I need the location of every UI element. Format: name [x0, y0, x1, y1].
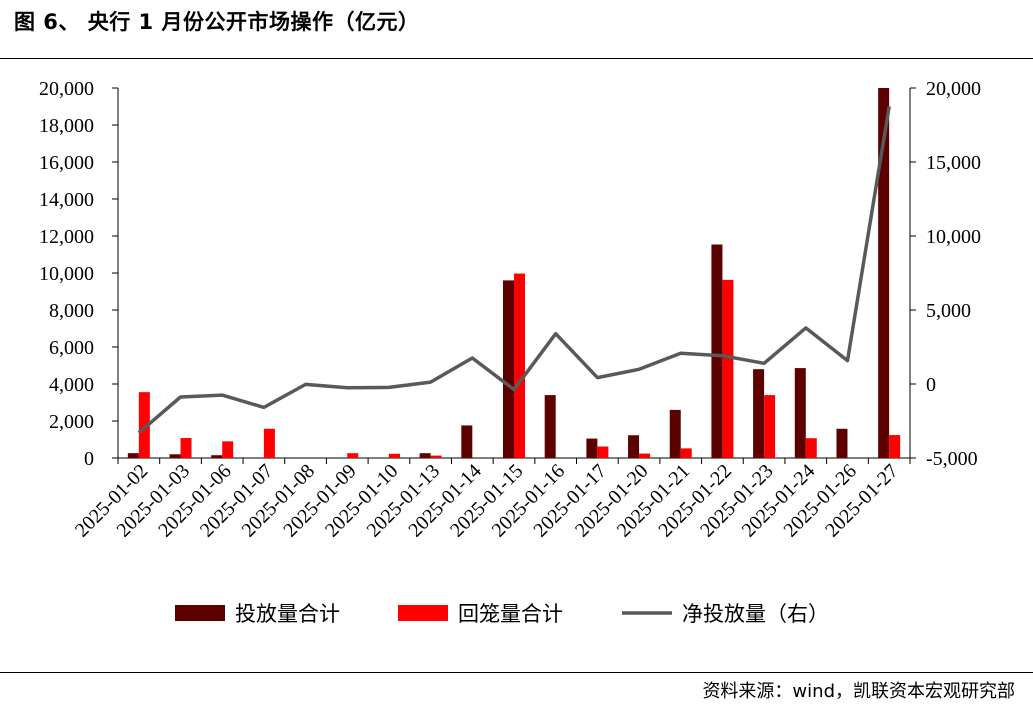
- bar-series-2: [263, 428, 275, 458]
- y-right-tick-label: 10,000: [926, 226, 981, 248]
- bar-series-2: [639, 453, 651, 458]
- y-left-tick-label: 18,000: [39, 115, 94, 137]
- bar-series-1: [419, 453, 431, 458]
- y-left-tick-label: 10,000: [39, 263, 94, 285]
- bar-series-2: [805, 438, 817, 458]
- bar-series-2: [138, 392, 150, 458]
- bar-series-1: [836, 428, 848, 458]
- bar-series-1: [461, 425, 473, 458]
- bar-series-1: [753, 369, 765, 458]
- bar-series-2: [722, 279, 734, 458]
- y-left-tick-label: 12,000: [39, 226, 94, 248]
- bar-series-1: [169, 454, 181, 458]
- y-right-tick-label: 5,000: [926, 300, 971, 322]
- bar-series-2: [430, 455, 442, 458]
- bar-series-2: [222, 441, 234, 458]
- y-left-tick-label: 2,000: [49, 411, 94, 433]
- bar-series-2: [388, 453, 400, 458]
- y-left-tick-label: 8,000: [49, 300, 94, 322]
- bar-series-1: [586, 438, 598, 458]
- legend-swatch-2: [398, 605, 448, 621]
- bottom-divider: [0, 672, 1033, 673]
- chart: 0 2,000 4,000 6,000 8,000 10,000 12,000 14,000 1…: [39, 78, 981, 626]
- bar-series-1: [878, 88, 890, 458]
- bar-series-1: [669, 409, 681, 458]
- bar-series-2: [889, 435, 901, 458]
- bar-series-1: [544, 395, 556, 458]
- page-title: 图 6、 央行 1 月份公开市场操作（亿元）: [14, 10, 420, 34]
- bar-series-2: [680, 448, 692, 458]
- y-right-tick-label: -5,000: [926, 448, 978, 470]
- bar-series-2: [514, 273, 525, 458]
- bar-series-2: [180, 438, 192, 458]
- y-left-tick-label: 20,000: [39, 78, 94, 100]
- bar-series-1: [127, 453, 139, 458]
- source-note: 资料来源：wind，凯联资本宏观研究部: [702, 681, 1015, 702]
- y-left-tick-label: 14,000: [39, 189, 94, 211]
- y-right-tick-label: 0: [926, 374, 936, 396]
- bar-series-1: [211, 455, 223, 458]
- top-divider: [0, 58, 1033, 59]
- legend-swatch-1: [175, 605, 225, 621]
- bar-series-1: [628, 435, 640, 458]
- y-left-tick-label: 6,000: [49, 337, 94, 359]
- legend-label-1: 投放量合计: [235, 602, 340, 626]
- y-left-tick-label: 0: [84, 448, 94, 470]
- legend-label-2: 回笼量合计: [458, 602, 563, 626]
- bar-series-2: [597, 446, 609, 458]
- bar-series-2: [347, 453, 359, 458]
- y-left-tick-label: 4,000: [49, 374, 94, 396]
- bar-series-2: [764, 395, 776, 458]
- bar-series-1: [794, 368, 806, 458]
- bar-series-1: [503, 280, 514, 458]
- bar-series-1: [711, 244, 723, 458]
- y-right-tick-label: 15,000: [926, 152, 981, 174]
- y-left-tick-label: 16,000: [39, 152, 94, 174]
- legend-label-3: 净投放量（右）: [682, 602, 829, 626]
- y-right-tick-label: 20,000: [926, 78, 981, 100]
